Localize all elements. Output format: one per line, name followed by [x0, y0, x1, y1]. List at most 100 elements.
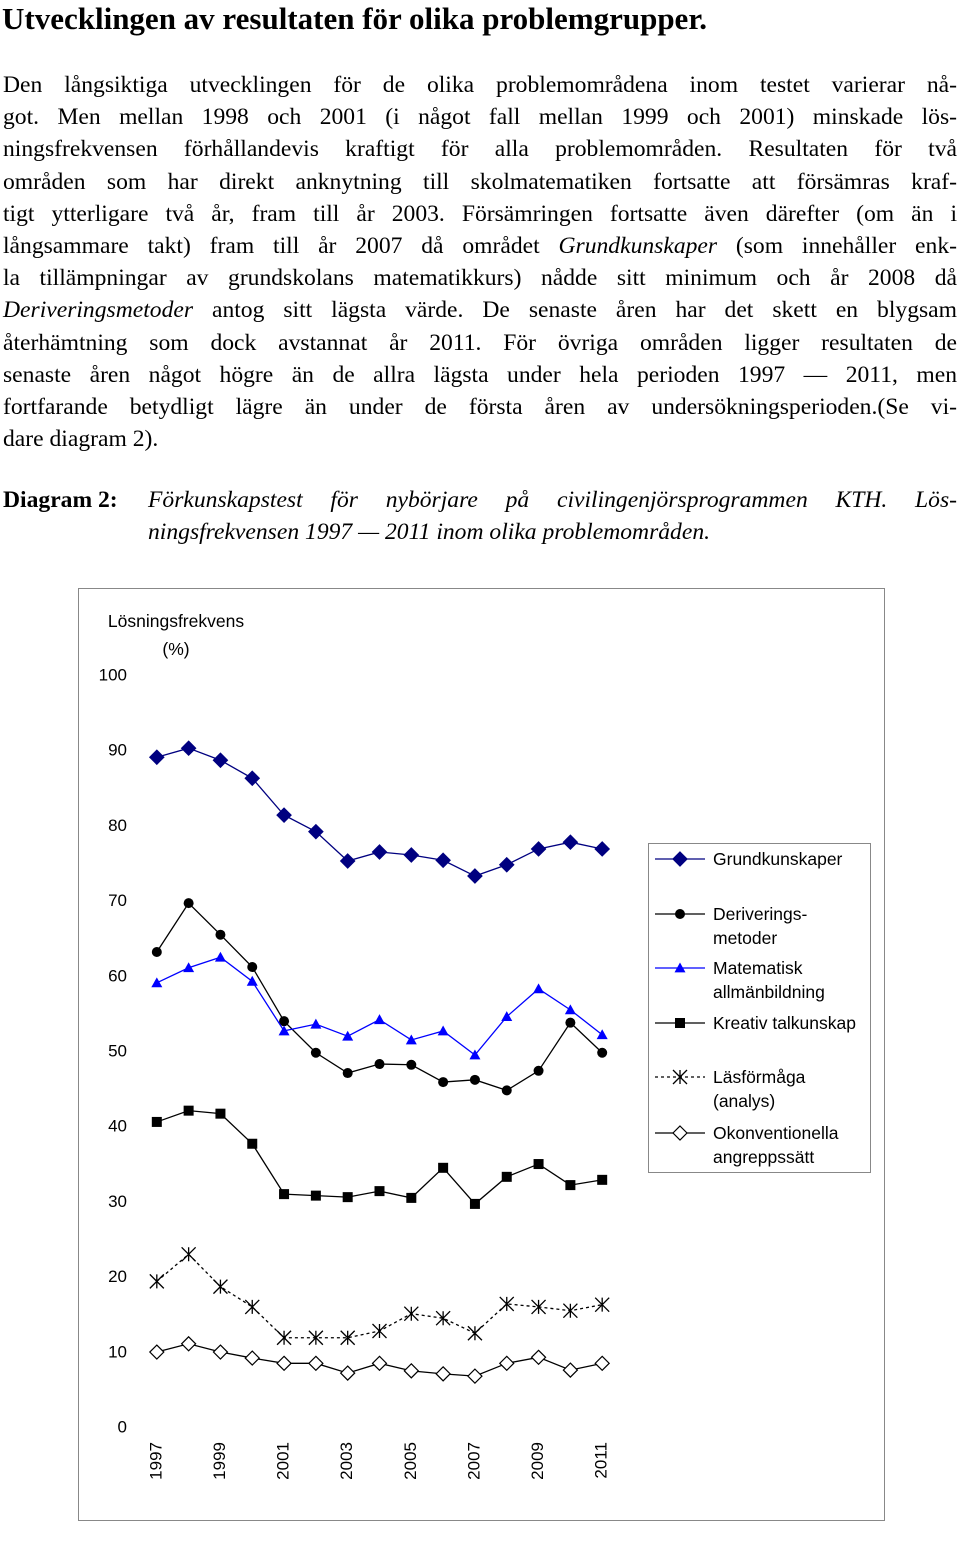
text-run: senaste åren något högre än de allra läg… [3, 361, 957, 388]
marker [148, 1344, 165, 1360]
marker [672, 1125, 688, 1141]
marker [276, 807, 292, 823]
heading: Utvecklingen av resultaten för olika pro… [2, 1, 707, 36]
marker [374, 1186, 385, 1197]
marker [181, 1246, 197, 1262]
y-tick-label: 70 [108, 891, 127, 910]
marker [310, 1190, 321, 1201]
marker [180, 740, 197, 757]
marker [675, 1018, 685, 1028]
text-run: Deriveringsmetoder [3, 297, 194, 324]
marker [564, 1004, 576, 1015]
x-tick-label: 2001 [274, 1442, 293, 1480]
marker [212, 1279, 228, 1295]
marker [674, 962, 686, 973]
text-run: återhämtning som dock avstannat år 2011.… [3, 329, 957, 356]
marker [533, 1065, 544, 1076]
x-tick-label: 1999 [210, 1442, 229, 1480]
marker [469, 1074, 480, 1085]
marker [247, 962, 258, 973]
x-tick-label: 2011 [592, 1442, 611, 1479]
legend-label: Deriverings- metoder [713, 904, 808, 948]
marker [531, 1299, 547, 1315]
marker [530, 1349, 547, 1366]
marker [498, 1355, 515, 1372]
marker [276, 1355, 292, 1372]
marker [340, 1330, 356, 1346]
marker [435, 1366, 451, 1382]
marker [151, 946, 162, 957]
marker [594, 1355, 611, 1372]
y-tick-label: 40 [108, 1117, 127, 1136]
marker [565, 1017, 576, 1028]
text-line: ningsfrekvensen förhållandevis kraftigt … [3, 133, 957, 165]
marker [675, 909, 685, 919]
marker [501, 1171, 512, 1182]
marker [149, 1273, 165, 1289]
marker [342, 1030, 354, 1041]
marker [594, 1297, 610, 1313]
marker [467, 1325, 483, 1341]
marker [597, 1047, 608, 1058]
marker [403, 1306, 419, 1322]
marker [596, 1029, 608, 1040]
text-run: Den långsiktiga utvecklingen för de olik… [3, 72, 957, 98]
marker [565, 1180, 576, 1191]
marker [310, 1018, 322, 1029]
text-run: områden som har direkt anknytning till s… [3, 168, 957, 195]
marker [403, 1362, 420, 1379]
marker [594, 841, 611, 857]
caption-line: Förkunskapstest för nybörjare på civilin… [148, 487, 957, 513]
marker [215, 929, 226, 940]
text-line: återhämtning som dock avstannat år 2011.… [3, 327, 957, 359]
marker [183, 898, 194, 909]
text-line: fortfarande betydligt lägre än under de … [3, 391, 957, 423]
marker [469, 1049, 481, 1060]
text-run: fortfarande betydligt lägre än under de … [3, 394, 957, 420]
text-run: dare diagram 2). [3, 426, 159, 453]
marker [597, 1174, 608, 1185]
y-tick-label: 100 [99, 665, 127, 684]
marker [342, 1192, 353, 1203]
marker [278, 1025, 290, 1036]
caption-line: ningsfrekvensen 1997 — 2011 inom olika p… [148, 519, 711, 545]
marker [562, 834, 579, 851]
legend-label: Okonventionella angreppssätt [713, 1123, 839, 1167]
marker [212, 752, 229, 769]
y-tick-label: 30 [108, 1192, 127, 1211]
marker [308, 823, 324, 840]
marker [371, 844, 388, 860]
x-tick-label: 2009 [528, 1442, 547, 1480]
marker [244, 770, 261, 787]
text-run: (som innehåller enk- [717, 233, 957, 259]
marker [183, 962, 195, 973]
text-line: Deriveringsmetoder antog sitt lägsta vär… [3, 294, 957, 326]
text-line: got. Men mellan 1998 och 2001 (i något f… [3, 101, 957, 133]
text-run: Grundkunskaper [558, 233, 718, 259]
x-tick-label: 2007 [464, 1442, 483, 1480]
marker [498, 856, 515, 873]
text-run: tigt ytterligare två år, fram till år 20… [3, 200, 957, 227]
marker [374, 1014, 385, 1025]
marker [501, 1085, 512, 1096]
marker [562, 1362, 579, 1378]
marker [371, 1355, 388, 1372]
y-tick-label: 0 [118, 1417, 127, 1436]
text-run: långsammare takt) fram till år 2007 då o… [3, 233, 559, 259]
marker [339, 1365, 356, 1381]
text-run: antog sitt lägsta värde. De senaste åren… [193, 297, 957, 324]
series-line [156, 956, 603, 1056]
text-run: ningsfrekvensen förhållandevis kraftigt … [3, 136, 957, 163]
marker [342, 1068, 353, 1079]
y-tick-label: 60 [108, 966, 127, 985]
marker [215, 1108, 226, 1119]
marker [533, 1159, 544, 1170]
marker [276, 1330, 292, 1346]
marker [308, 1355, 324, 1372]
marker [151, 977, 163, 988]
marker [530, 841, 547, 857]
marker [437, 1025, 449, 1036]
y-tick-label: 20 [108, 1267, 127, 1286]
